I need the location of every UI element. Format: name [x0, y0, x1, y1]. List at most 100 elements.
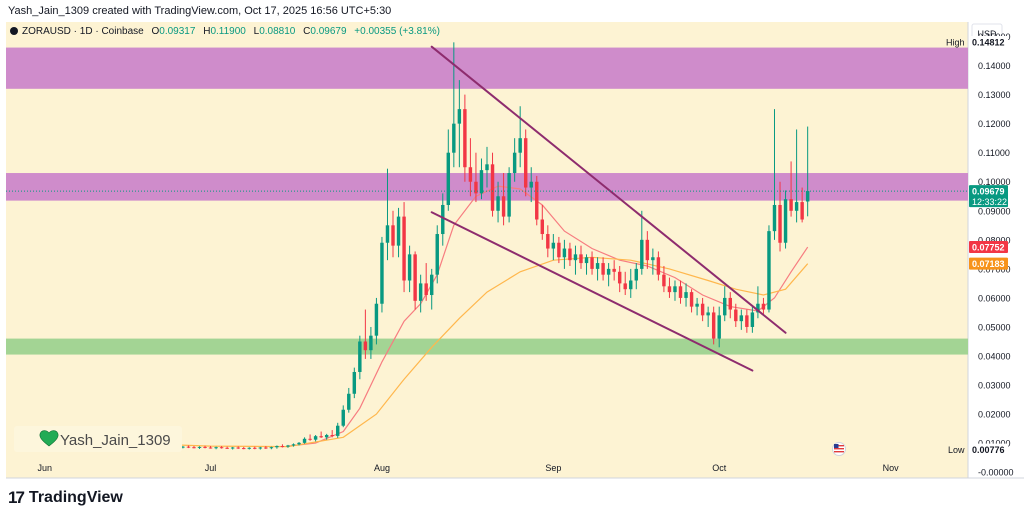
candle	[501, 173, 506, 226]
candle-body	[192, 447, 196, 449]
high-price-label-value: 0.14812	[972, 37, 1005, 47]
time-tick-label: Nov	[883, 463, 900, 473]
candle	[219, 446, 224, 449]
candle-body	[584, 257, 589, 264]
candle	[794, 129, 799, 223]
candle	[374, 297, 379, 345]
candle	[269, 446, 274, 450]
price-axis[interactable]: 0.150000.140000.130000.120000.110000.100…	[978, 32, 1014, 478]
candle	[529, 167, 533, 203]
price-tick-label: 0.05000	[978, 322, 1011, 332]
price-chart[interactable]: ZORAUSD · 1D · Coinbase O0.09317 H0.1190…	[0, 0, 1024, 488]
candle-body	[761, 303, 766, 310]
candle	[352, 367, 357, 399]
candle	[347, 387, 351, 413]
candle	[523, 129, 528, 197]
candle	[369, 326, 373, 359]
candle	[601, 257, 605, 281]
candle	[512, 138, 517, 182]
candle	[264, 446, 268, 449]
price-tick-label: 0.08000	[978, 235, 1011, 245]
candle	[684, 283, 688, 307]
candle-body	[689, 292, 694, 307]
candle	[203, 445, 207, 449]
time-axis[interactable]: Jun Jul Aug Sep Oct Nov	[37, 463, 899, 473]
candle-body	[551, 242, 556, 249]
candle	[424, 263, 428, 301]
candle	[192, 446, 196, 449]
plot-background	[6, 22, 968, 478]
candle-body	[490, 164, 495, 211]
candle-body	[656, 257, 661, 275]
price-tick-label: 0.04000	[978, 352, 1011, 362]
trendline-upper[interactable]	[430, 45, 787, 334]
candle	[230, 446, 235, 450]
candle-body	[723, 297, 727, 316]
candle-body	[341, 409, 345, 426]
legend-symbol: ZORAUSD · 1D · Coinbase	[22, 26, 144, 37]
candle-body	[734, 309, 738, 322]
candle-body	[695, 303, 699, 307]
chart-attribution: Yash_Jain_1309 created with TradingView.…	[8, 5, 392, 17]
candle	[706, 306, 710, 327]
candle	[717, 306, 721, 348]
candle	[546, 225, 550, 258]
candle-body	[385, 225, 390, 243]
candle-body	[225, 447, 229, 449]
candle	[750, 306, 755, 333]
candle	[507, 167, 511, 223]
candle	[617, 265, 622, 293]
candles-layer	[15, 42, 810, 450]
ma-fast-price-label-value: 0.07752	[972, 243, 1005, 253]
candle-body	[441, 204, 445, 235]
candle-body	[253, 447, 257, 449]
candle-body	[214, 447, 218, 449]
candle-body	[374, 303, 379, 336]
candle	[490, 152, 495, 217]
candle-body	[186, 446, 191, 448]
candle-body	[429, 274, 434, 296]
candle-body	[479, 170, 484, 194]
candle-body	[264, 447, 268, 449]
last-price-label-countdown: 12:33:22	[972, 197, 1007, 207]
legend-open-label: O	[151, 26, 159, 37]
candle-body	[739, 315, 744, 322]
candle	[562, 239, 567, 269]
price-tick-label: 0.14000	[978, 61, 1011, 71]
candle	[756, 286, 760, 319]
candle-body	[280, 446, 285, 448]
candle-body	[352, 371, 357, 394]
candle	[662, 265, 666, 293]
candle-body	[507, 173, 511, 217]
candle	[341, 405, 345, 428]
candle-body	[452, 123, 456, 153]
candle	[711, 306, 716, 345]
candle	[413, 251, 417, 310]
candle	[363, 309, 368, 359]
candle	[590, 251, 594, 275]
candle	[186, 445, 191, 449]
candle-body	[634, 268, 638, 281]
candle-body	[717, 315, 721, 339]
candle	[253, 446, 257, 450]
candle-body	[750, 312, 755, 327]
flag-icon[interactable]	[832, 442, 846, 456]
candle	[485, 146, 489, 188]
candle-body	[617, 271, 622, 284]
watermark: Yash_Jain_1309	[14, 426, 182, 452]
trendline-lower[interactable]	[430, 211, 754, 372]
candle-body	[407, 254, 412, 281]
ma-fast-price-label: 0.07752	[969, 241, 1008, 254]
candle	[280, 444, 285, 448]
candle	[402, 202, 406, 293]
candle	[396, 207, 401, 258]
candle	[645, 231, 650, 269]
currency-button-label: USD	[977, 29, 997, 39]
candle-body	[402, 216, 406, 281]
candle	[435, 225, 439, 284]
tradingview-logo[interactable]: 17 TradingView	[8, 488, 123, 508]
candle	[805, 126, 810, 217]
candle-body	[197, 446, 202, 448]
candle	[197, 446, 202, 449]
